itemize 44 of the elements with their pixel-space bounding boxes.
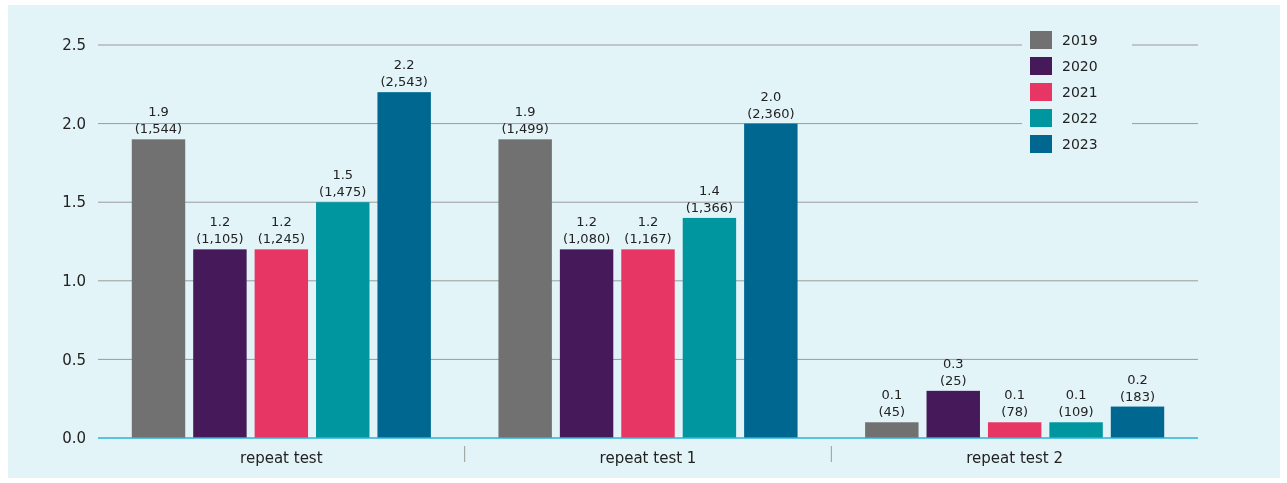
bar — [254, 249, 309, 438]
data-label: 0.3 (25) — [939, 355, 967, 388]
bar — [1110, 406, 1165, 438]
x-tick-label: repeat test 2 — [966, 449, 1064, 467]
legend-label: 2023 — [1062, 135, 1098, 152]
y-tick-label: 2.5 — [62, 36, 86, 55]
bar — [987, 422, 1042, 438]
y-tick-label: 1.5 — [62, 193, 86, 212]
data-label: 0.1 (78) — [1001, 387, 1029, 420]
data-label: 0.1 (109) — [1058, 387, 1094, 420]
data-label: 1.5 (1,475) — [319, 167, 367, 200]
data-label: 1.2 (1,080) — [562, 214, 611, 247]
legend-label: 2020 — [1062, 57, 1098, 74]
x-tick-label: repeat test — [240, 449, 323, 467]
bar — [377, 92, 431, 438]
bar — [559, 249, 614, 438]
bar — [621, 249, 675, 438]
data-label: 2.2 (2,543) — [380, 57, 428, 90]
data-label: 1.4 (1,366) — [685, 182, 734, 215]
legend-label: 2019 — [1062, 31, 1098, 48]
bar — [193, 249, 247, 438]
bar — [682, 217, 737, 438]
data-label: 1.9 (1,499) — [501, 104, 549, 137]
bar — [498, 139, 552, 438]
bar — [744, 123, 798, 438]
legend-label: 2022 — [1062, 109, 1098, 126]
bar — [926, 390, 980, 438]
y-tick-label: 1.0 — [62, 272, 86, 291]
x-tick-label: repeat test 1 — [599, 449, 697, 467]
y-tick-label: 2.0 — [62, 114, 86, 133]
y-tick-label: 0.5 — [62, 350, 86, 369]
data-label: 0.1 (45) — [878, 387, 906, 420]
data-label: 1.9 (1,544) — [134, 104, 183, 137]
data-label: 1.2 (1,105) — [196, 214, 244, 247]
legend-label: 2021 — [1062, 83, 1098, 100]
bar — [316, 202, 370, 438]
bar — [1049, 422, 1103, 438]
bar — [131, 139, 186, 438]
data-label: 1.2 (1,167) — [624, 214, 672, 247]
y-tick-label: 0.0 — [62, 429, 86, 448]
data-label: 1.2 (1,245) — [257, 214, 306, 247]
data-label: 2.0 (2,360) — [747, 88, 795, 121]
data-label: 0.2 (183) — [1120, 371, 1155, 404]
bar — [865, 422, 919, 438]
